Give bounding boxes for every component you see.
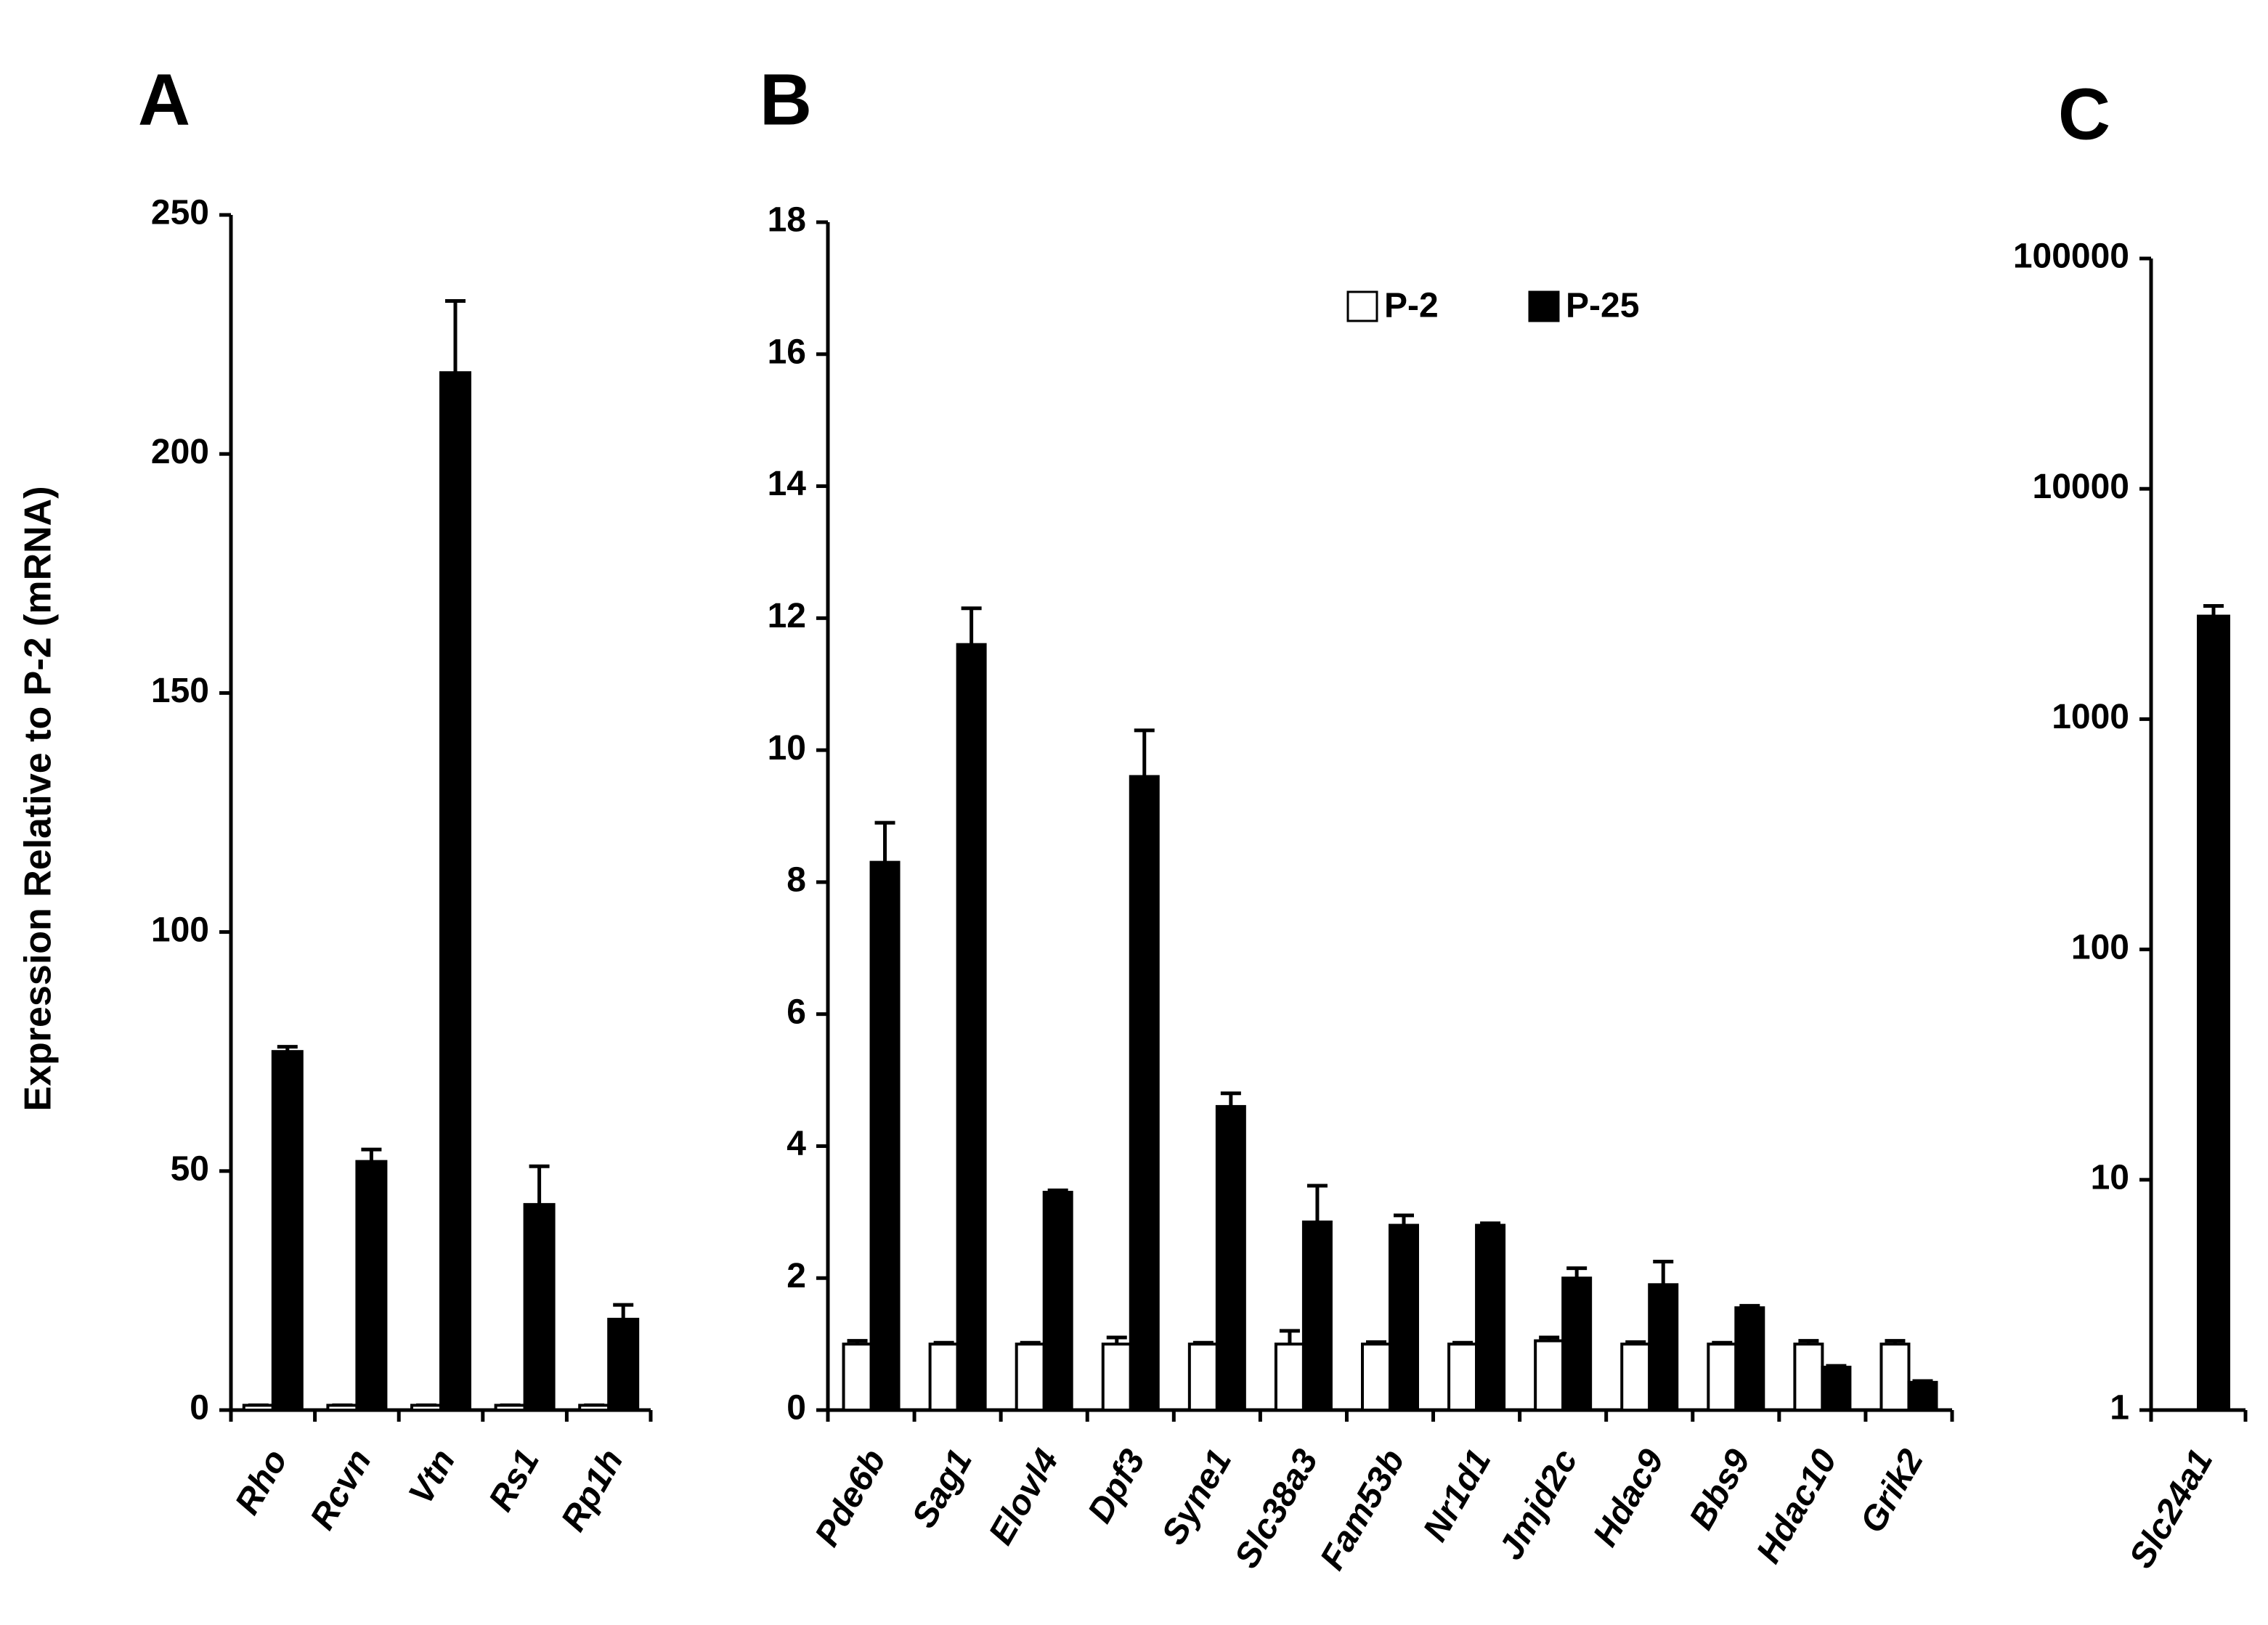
x-tick-label: Elovl4 — [982, 1443, 1067, 1551]
bar — [1042, 1191, 1073, 1412]
legend-swatch — [1528, 290, 1560, 322]
bar — [1274, 1343, 1305, 1412]
y-tick-label: 6 — [787, 993, 806, 1031]
bar — [1389, 1223, 1419, 1412]
bar — [1447, 1343, 1479, 1412]
x-tick-label: Slc24a1 — [2122, 1443, 2220, 1574]
legend-label: P-2 — [1384, 287, 1439, 325]
bar — [439, 371, 471, 1412]
x-tick-label: Fam53b — [1313, 1443, 1413, 1576]
bar — [1821, 1365, 1852, 1412]
x-tick-label: Hdac9 — [1586, 1443, 1672, 1553]
x-tick-label: Rs1 — [481, 1443, 547, 1518]
y-tick-label: 1000 — [2052, 698, 2129, 736]
bar — [523, 1202, 556, 1412]
y-tick-label: 50 — [171, 1149, 209, 1188]
y-tick-label: 100000 — [2013, 237, 2129, 276]
bar — [410, 1404, 442, 1412]
y-tick-label: 100 — [151, 911, 209, 949]
bar — [1793, 1343, 1824, 1412]
y-tick-label: 100 — [2071, 928, 2129, 966]
bar — [1561, 1276, 1593, 1412]
bar — [1734, 1306, 1765, 1412]
bar — [355, 1160, 388, 1412]
y-tick-label: 4 — [787, 1125, 806, 1163]
panel-label: B — [760, 59, 812, 140]
x-tick-label: Rho — [228, 1443, 296, 1520]
y-tick-label: 0 — [787, 1389, 806, 1428]
bar — [2197, 614, 2230, 1412]
y-tick-label: 14 — [768, 465, 807, 503]
bar — [1301, 1220, 1333, 1412]
bar — [607, 1317, 640, 1412]
bar — [326, 1404, 359, 1412]
y-tick-label: 12 — [768, 597, 806, 635]
panel-label: A — [138, 59, 190, 140]
bar — [271, 1050, 304, 1412]
bar — [869, 860, 901, 1412]
y-tick-label: 10 — [768, 729, 806, 767]
bar — [494, 1404, 527, 1412]
x-tick-label: Sag1 — [905, 1443, 980, 1534]
bar — [1707, 1343, 1738, 1412]
bar — [956, 643, 987, 1412]
bar — [842, 1343, 873, 1412]
x-tick-label: Rcvn — [303, 1443, 379, 1536]
x-tick-label: Slc38a3 — [1227, 1443, 1325, 1575]
y-tick-label: 8 — [787, 861, 806, 900]
x-tick-label: Bbs9 — [1682, 1443, 1758, 1536]
x-tick-label: Nr1d1 — [1416, 1443, 1499, 1547]
y-tick-label: 16 — [768, 333, 806, 371]
y-tick-label: 0 — [190, 1389, 209, 1428]
legend-swatch — [1346, 290, 1378, 322]
y-tick-label: 1 — [2110, 1389, 2129, 1428]
bar — [1534, 1339, 1565, 1412]
y-tick-label: 2 — [787, 1257, 806, 1295]
bar — [242, 1404, 275, 1412]
bar — [1907, 1380, 1938, 1412]
panel-label: C — [2058, 73, 2110, 155]
legend-label: P-25 — [1566, 287, 1639, 325]
y-tick-label: 10000 — [2033, 468, 2129, 506]
x-tick-label: Vtn — [402, 1443, 463, 1510]
x-tick-label: Hdac10 — [1749, 1443, 1845, 1570]
bar — [1015, 1343, 1046, 1412]
y-tick-label: 10 — [2091, 1158, 2129, 1197]
x-tick-label: Syne1 — [1155, 1443, 1240, 1551]
bar — [1187, 1343, 1219, 1412]
x-tick-label: Dpf3 — [1081, 1443, 1153, 1529]
x-tick-label: Rp1h — [554, 1443, 631, 1537]
bar — [1620, 1343, 1651, 1412]
bar — [1129, 775, 1160, 1412]
bar — [578, 1404, 611, 1412]
bar — [1361, 1343, 1391, 1412]
bar — [1101, 1343, 1132, 1412]
x-tick-label: Jmjd2c — [1492, 1443, 1585, 1566]
bar — [1475, 1223, 1506, 1412]
y-tick-label: 18 — [768, 201, 806, 240]
y-tick-label: 250 — [151, 194, 209, 232]
x-tick-label: Pde6b — [808, 1443, 893, 1552]
bar — [1215, 1104, 1246, 1412]
bar — [928, 1343, 959, 1412]
y-tick-label: 200 — [151, 433, 209, 471]
x-tick-label: Grik2 — [1853, 1443, 1931, 1539]
bar — [1648, 1283, 1679, 1412]
bar — [1879, 1343, 1911, 1412]
y-axis-title: Expression Relative to P-2 (mRNA) — [17, 486, 60, 1111]
y-tick-label: 150 — [151, 672, 209, 710]
